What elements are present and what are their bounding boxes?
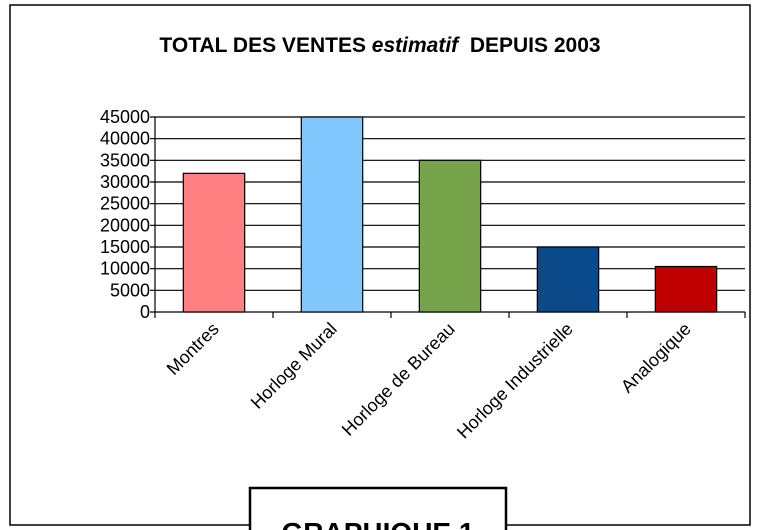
y-tick-label: 0 [140,302,150,322]
bar [182,172,246,313]
y-tick-label: 45000 [100,107,150,127]
bar [536,246,600,313]
caption: GRAPHIQUE 1 [282,517,475,530]
title-part: DEPUIS 2003 [458,34,600,57]
caption-box [248,486,508,530]
title-italic: estimatif [372,34,460,57]
y-tick-label: 10000 [100,259,150,279]
y-tick-label: 30000 [100,172,150,192]
chart-title: TOTAL DES VENTES estimatif DEPUIS 2003 [159,34,600,57]
bar [418,159,482,313]
y-tick-label: 15000 [100,237,150,257]
y-tick-label: 40000 [100,129,150,149]
bar [654,265,718,313]
y-tick-label: 25000 [100,194,150,214]
y-tick-label: 20000 [100,215,150,235]
y-tick-label: 35000 [100,150,150,170]
chart-frame [9,4,751,526]
title-part: TOTAL DES VENTES [159,34,371,57]
bar [300,116,364,313]
y-tick-label: 5000 [110,280,150,300]
